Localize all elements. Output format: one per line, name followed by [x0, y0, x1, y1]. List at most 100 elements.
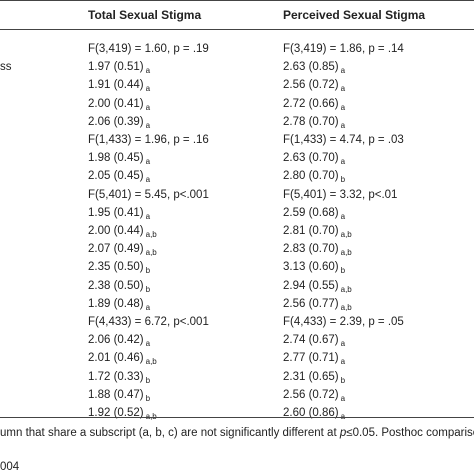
column-header: Total Sexual Stigma — [88, 8, 202, 22]
top-rule — [0, 0, 474, 1]
subscript: a — [340, 339, 346, 349]
cell: 2.01 (0.46) a,b — [88, 351, 157, 369]
subscript: b — [145, 284, 151, 294]
subscript: b — [145, 266, 151, 276]
header-rule — [0, 29, 474, 30]
footnote-italic: p — [339, 427, 347, 439]
subscript: a — [145, 120, 151, 130]
cell: F(1,433) = 1.96, p = .16 — [88, 133, 209, 147]
cell-value: 2.56 (0.72) — [283, 388, 339, 401]
cell-value: 2.01 (0.46) — [88, 352, 144, 365]
cell: 2.72 (0.66) a — [283, 97, 345, 115]
cell: 1.98 (0.45) a — [88, 151, 150, 169]
cell-value: 2.06 (0.42) — [88, 334, 144, 347]
subscript: b — [340, 175, 346, 185]
cell: 2.06 (0.39) a — [88, 115, 150, 133]
cell-value: 2.74 (0.67) — [283, 334, 339, 347]
subscript: b — [145, 375, 151, 385]
cell: 2.63 (0.85) a — [283, 60, 345, 78]
cell: 2.94 (0.55) a,b — [283, 279, 352, 297]
cell: 2.06 (0.42) a — [88, 333, 150, 351]
subscript: a — [145, 211, 151, 221]
cell-value: 2.83 (0.70) — [283, 243, 339, 256]
cell-value: 2.38 (0.50) — [88, 279, 144, 292]
cell-value: 1.95 (0.41) — [88, 206, 144, 219]
subscript: a — [340, 120, 346, 130]
cell: 2.31 (0.65) b — [283, 370, 345, 388]
subscript: a — [340, 357, 346, 367]
cell-value: 2.81 (0.70) — [283, 225, 339, 237]
cell-value: F(1,433) = 4.74, p = .03 — [283, 134, 404, 146]
cell-value: 2.60 (0.86) — [283, 407, 339, 419]
cell-value: 2.05 (0.45) — [88, 170, 144, 183]
cell-value: 2.56 (0.77) — [283, 297, 339, 310]
cell: 2.05 (0.45) a — [88, 169, 150, 187]
cell-value: 2.56 (0.72) — [283, 79, 339, 92]
footnote-text: umn that share a subscript (a, b, c) are… — [0, 427, 340, 439]
column-header: Perceived Sexual Stigma — [283, 8, 426, 22]
subscript: a — [340, 102, 346, 112]
cell: 2.80 (0.70) b — [283, 169, 345, 187]
cell-value: 2.59 (0.68) — [283, 206, 339, 219]
cell: 2.60 (0.86)a — [283, 406, 345, 424]
cell-value: 2.07 (0.49) — [88, 243, 144, 256]
cell: 1.97 (0.51) a — [88, 60, 150, 78]
cell-value: F(1,433) = 1.96, p = .16 — [88, 134, 209, 146]
cell: 2.81 (0.70) a,b — [283, 224, 352, 242]
footnote: umn that share a subscript (a, b, c) are… — [0, 426, 474, 440]
subscript: a,b — [145, 230, 157, 239]
cell-value: F(3,419) = 1.86, p = .14 — [283, 43, 404, 55]
cell: 2.83 (0.70) a,b — [283, 242, 352, 260]
cell-value: 2.06 (0.39) — [88, 115, 144, 128]
cell-value: F(3,419) = 1.60, p = .19 — [88, 43, 209, 55]
subscript: a,b — [340, 302, 352, 312]
cell-value: 2.35 (0.50) — [88, 261, 144, 274]
cell-value: 2.78 (0.70) — [283, 115, 339, 128]
subscript: a,b — [340, 284, 352, 294]
subscript: a — [145, 66, 151, 76]
cell-value: 3.13 (0.60) — [283, 261, 339, 274]
cell: 2.63 (0.70) a — [283, 151, 345, 169]
subscript: a,b — [340, 230, 352, 239]
subscript: a — [341, 412, 345, 421]
cell-value: 2.77 (0.71) — [283, 352, 339, 365]
subscript: a — [145, 102, 151, 112]
subscript: a — [145, 84, 151, 94]
bottom-rule — [0, 417, 474, 418]
cell: 1.88 (0.47) b — [88, 388, 150, 406]
subscript: a — [340, 84, 346, 94]
cell: 1.91 (0.44) a — [88, 78, 150, 96]
cell: 3.13 (0.60) b — [283, 260, 345, 278]
subscript: a — [340, 393, 346, 403]
subscript: b — [340, 375, 346, 385]
cell-value: 2.63 (0.70) — [283, 152, 339, 165]
cell: 2.74 (0.67) a — [283, 333, 345, 351]
cell: 2.56 (0.77) a,b — [283, 297, 352, 315]
cell: 2.00 (0.44) a,b — [88, 224, 157, 242]
subscript: a,b — [145, 248, 157, 258]
cell: 1.95 (0.41) a — [88, 206, 150, 224]
cell: 1.89 (0.48) a — [88, 297, 150, 315]
cell-value: 2.80 (0.70) — [283, 170, 339, 183]
cell: 1.72 (0.33) b — [88, 370, 150, 388]
cell-value: F(4,433) = 2.39, p = .05 — [283, 316, 404, 328]
cell: F(4,433) = 2.39, p = .05 — [283, 315, 404, 329]
subscript: b — [340, 266, 346, 276]
cell-value: 2.63 (0.85) — [283, 61, 339, 74]
cell-value: 1.92 (0.52) — [88, 407, 144, 419]
row-label: ss — [0, 61, 12, 74]
subscript: a — [145, 157, 151, 167]
cell-value: 1.72 (0.33) — [88, 370, 144, 383]
subscript: a — [145, 302, 151, 312]
cell-value: 1.91 (0.44) — [88, 79, 144, 92]
cell-value: 1.89 (0.48) — [88, 297, 144, 310]
subscript: a,b — [146, 412, 157, 421]
cell: 2.38 (0.50) b — [88, 279, 150, 297]
subscript: a — [340, 66, 346, 76]
subscript: a — [145, 339, 151, 349]
cell: F(5,401) = 5.45, p<.001 — [88, 188, 209, 202]
doi-fragment: 004 — [0, 461, 20, 473]
cell: 2.35 (0.50) b — [88, 260, 150, 278]
cell-value: F(5,401) = 5.45, p<.001 — [88, 188, 209, 201]
